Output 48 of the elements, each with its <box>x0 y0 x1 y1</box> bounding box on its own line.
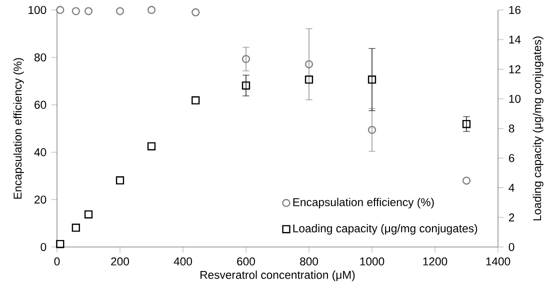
y2-tick-label: 16 <box>509 6 521 14</box>
point <box>72 7 80 16</box>
x-axis-title: Resveratrol concentration (μM) <box>200 270 355 282</box>
point <box>368 76 376 84</box>
y-tick-label: 60 <box>34 100 46 109</box>
x-tick-label: 200 <box>111 257 130 266</box>
y-tick-label: 20 <box>34 196 46 204</box>
y2-tick-label: 12 <box>509 65 520 74</box>
y2-axis-title: Loading capacity (μg/mg conjugates) <box>532 36 544 220</box>
legend-label: Loading capacity (μg/mg conjugates) <box>293 224 478 235</box>
point <box>192 8 200 16</box>
y2-tick-label: 4 <box>508 184 514 192</box>
y2-tick-label: 8 <box>508 124 514 132</box>
point <box>147 142 156 150</box>
point <box>368 126 376 134</box>
point <box>242 81 250 90</box>
y-tick-label: 0 <box>40 242 46 251</box>
y-tick-label: 100 <box>28 6 46 14</box>
y2-tick-label: 2 <box>508 213 514 222</box>
point <box>84 7 93 16</box>
y2-tick-label: 14 <box>509 36 521 44</box>
y2-tick-label: 10 <box>509 94 521 103</box>
point <box>84 210 93 218</box>
point <box>192 96 200 104</box>
point <box>56 6 64 14</box>
point <box>72 224 80 232</box>
point <box>304 60 314 68</box>
y-axis-title: Encapsulation efficiency (%) <box>13 58 24 199</box>
x-tick-label: 800 <box>300 257 318 266</box>
point <box>462 120 471 128</box>
x-tick-label: 1000 <box>360 257 384 266</box>
y-tick-label: 80 <box>34 53 46 62</box>
x-tick-label: 1400 <box>486 257 510 266</box>
point <box>56 240 64 248</box>
point <box>116 7 124 16</box>
y2-tick-label: 6 <box>508 154 514 162</box>
y-tick-label: 40 <box>34 148 46 156</box>
y2-tick-label: 0 <box>508 242 514 251</box>
point <box>462 176 471 185</box>
point <box>242 54 250 64</box>
point <box>304 76 314 84</box>
point <box>116 176 124 184</box>
x-tick-label: 400 <box>174 257 192 266</box>
point <box>147 6 156 14</box>
legend-label: Encapsulation efficiency (%) <box>293 198 434 208</box>
x-tick-label: 0 <box>54 257 60 266</box>
x-tick-label: 1200 <box>423 257 448 266</box>
x-tick-label: 600 <box>237 257 256 266</box>
